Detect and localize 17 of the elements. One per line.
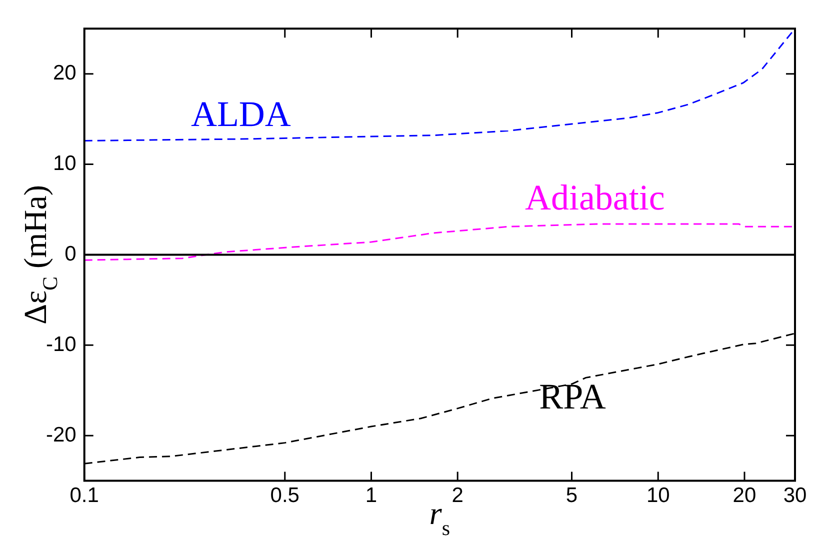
y-tick-label: 20 [52, 62, 76, 85]
x-tick-label: 30 [783, 484, 807, 508]
y-tick-label: 0 [64, 242, 76, 266]
series-label: RPA [539, 376, 606, 416]
x-tick-label: 0.5 [270, 484, 300, 508]
series-label: ALDA [190, 94, 291, 134]
y-axis-title: ΔεC (mHa) [17, 184, 62, 324]
x-tick-label: 0.1 [70, 484, 99, 508]
y-tick-label: -10 [46, 332, 76, 356]
y-tick-label: -20 [46, 423, 76, 446]
x-tick-label: 1 [365, 484, 378, 508]
x-tick-label: 2 [452, 484, 464, 508]
x-tick-label: 20 [732, 484, 756, 508]
x-tick-label: 10 [646, 484, 670, 508]
series-label: Adiabatic [524, 177, 665, 218]
x-tick-label: 5 [566, 484, 578, 508]
y-tick-label: 10 [52, 152, 76, 176]
